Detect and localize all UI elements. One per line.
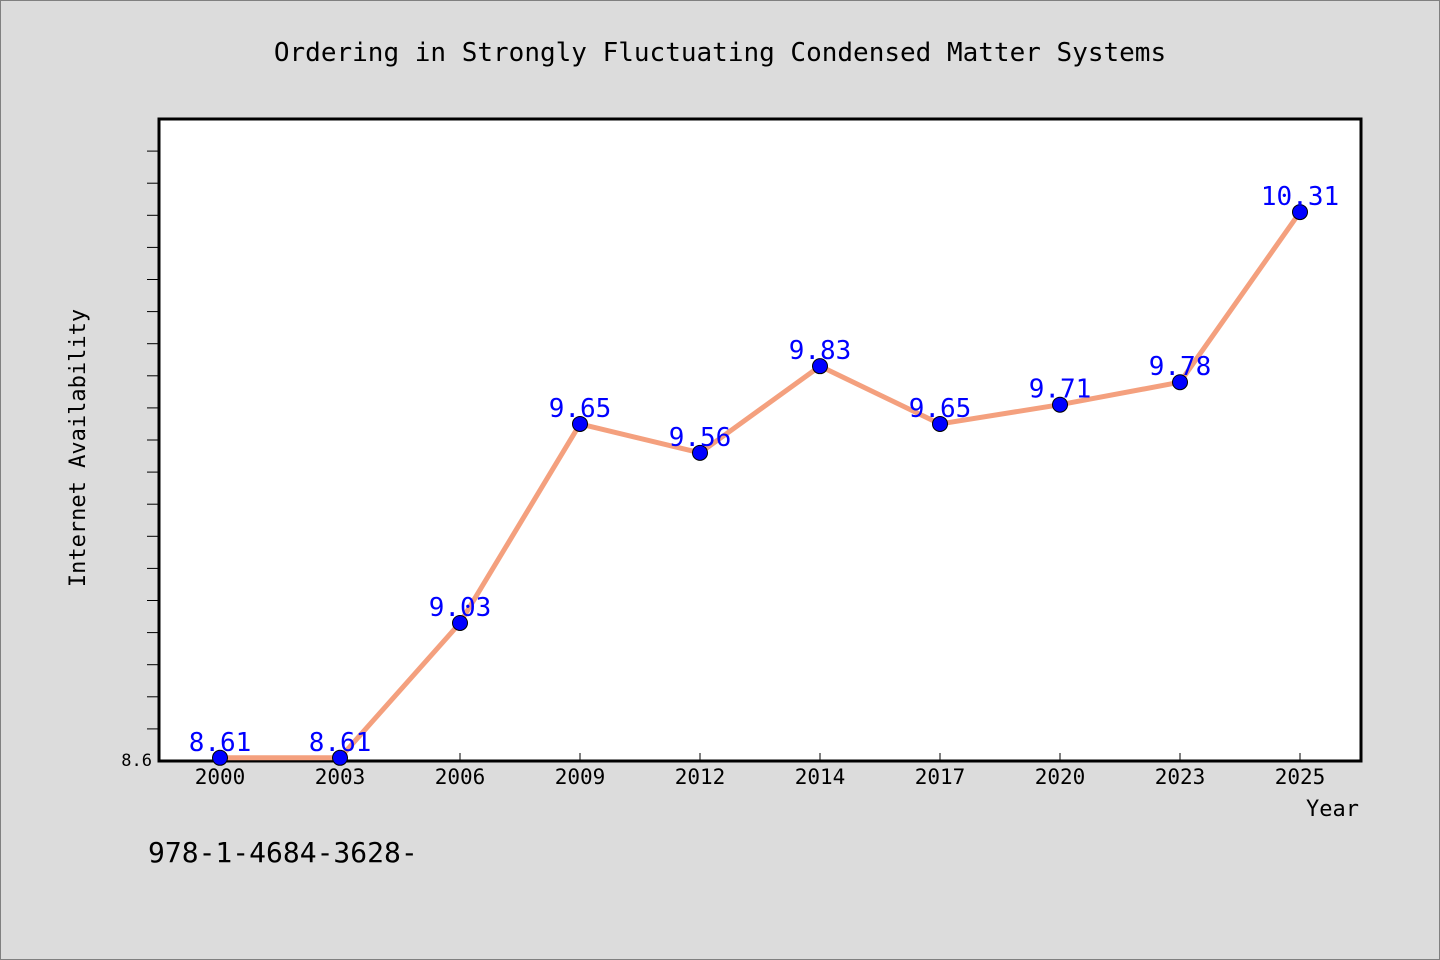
data-label-2012: 9.56 bbox=[669, 423, 732, 453]
data-point-2025 bbox=[1292, 204, 1308, 221]
data-label-2006: 9.03 bbox=[429, 593, 492, 623]
y-axis-ticks bbox=[147, 150, 159, 730]
data-label-2025: 10.31 bbox=[1261, 182, 1339, 212]
data-label-2023: 9.78 bbox=[1149, 352, 1212, 382]
data-point-2020 bbox=[1052, 396, 1068, 413]
plot-area bbox=[157, 117, 1363, 763]
data-label-2014: 9.83 bbox=[789, 336, 852, 366]
data-label-2020: 9.71 bbox=[1029, 375, 1092, 405]
x-tick-label-2014: 2014 bbox=[795, 765, 846, 789]
data-point-2006 bbox=[452, 614, 468, 631]
series-line bbox=[217, 209, 1303, 761]
x-tick-label-2023: 2023 bbox=[1155, 765, 1206, 789]
data-label-2009: 9.65 bbox=[549, 394, 612, 424]
y-axis-label: Internet Availability bbox=[66, 309, 91, 587]
x-axis-label: Year bbox=[1306, 797, 1359, 822]
x-tick-label-2025: 2025 bbox=[1275, 765, 1326, 789]
y-tick-label: 8.6 bbox=[121, 751, 152, 771]
data-point-2017 bbox=[932, 415, 948, 432]
x-tick-label-2017: 2017 bbox=[915, 765, 966, 789]
series-line-group bbox=[217, 209, 1303, 761]
x-tick-label-2009: 2009 bbox=[555, 765, 606, 789]
chart-title: Ordering in Strongly Fluctuating Condens… bbox=[274, 38, 1166, 68]
data-point-2009 bbox=[572, 415, 588, 432]
data-label-2000: 8.61 bbox=[189, 728, 252, 758]
x-tick-label-2003: 2003 bbox=[315, 765, 366, 789]
x-tick-label-2020: 2020 bbox=[1035, 765, 1086, 789]
x-tick-label-2012: 2012 bbox=[675, 765, 726, 789]
data-label-2003: 8.61 bbox=[309, 728, 372, 758]
x-axis-ticks: 2000 2003 2006 2009 2012 2014 2017 2020 2023 2025 bbox=[195, 753, 1326, 789]
x-tick-label-2006: 2006 bbox=[435, 765, 486, 789]
data-point-2014 bbox=[812, 358, 828, 375]
data-markers bbox=[212, 204, 1308, 766]
data-label-2017: 9.65 bbox=[909, 394, 972, 424]
footer-isbn-text: 978-1-4684-3628- bbox=[148, 836, 418, 869]
data-point-2000 bbox=[212, 749, 228, 766]
data-point-2003 bbox=[332, 749, 348, 766]
data-labels: 8.61 8.61 9.03 9.65 9.56 9.83 9.65 9.71 9.78 10.3… bbox=[189, 182, 1339, 758]
data-point-2012 bbox=[692, 444, 708, 461]
data-point-2023 bbox=[1172, 374, 1188, 391]
x-tick-label-2000: 2000 bbox=[195, 765, 246, 789]
